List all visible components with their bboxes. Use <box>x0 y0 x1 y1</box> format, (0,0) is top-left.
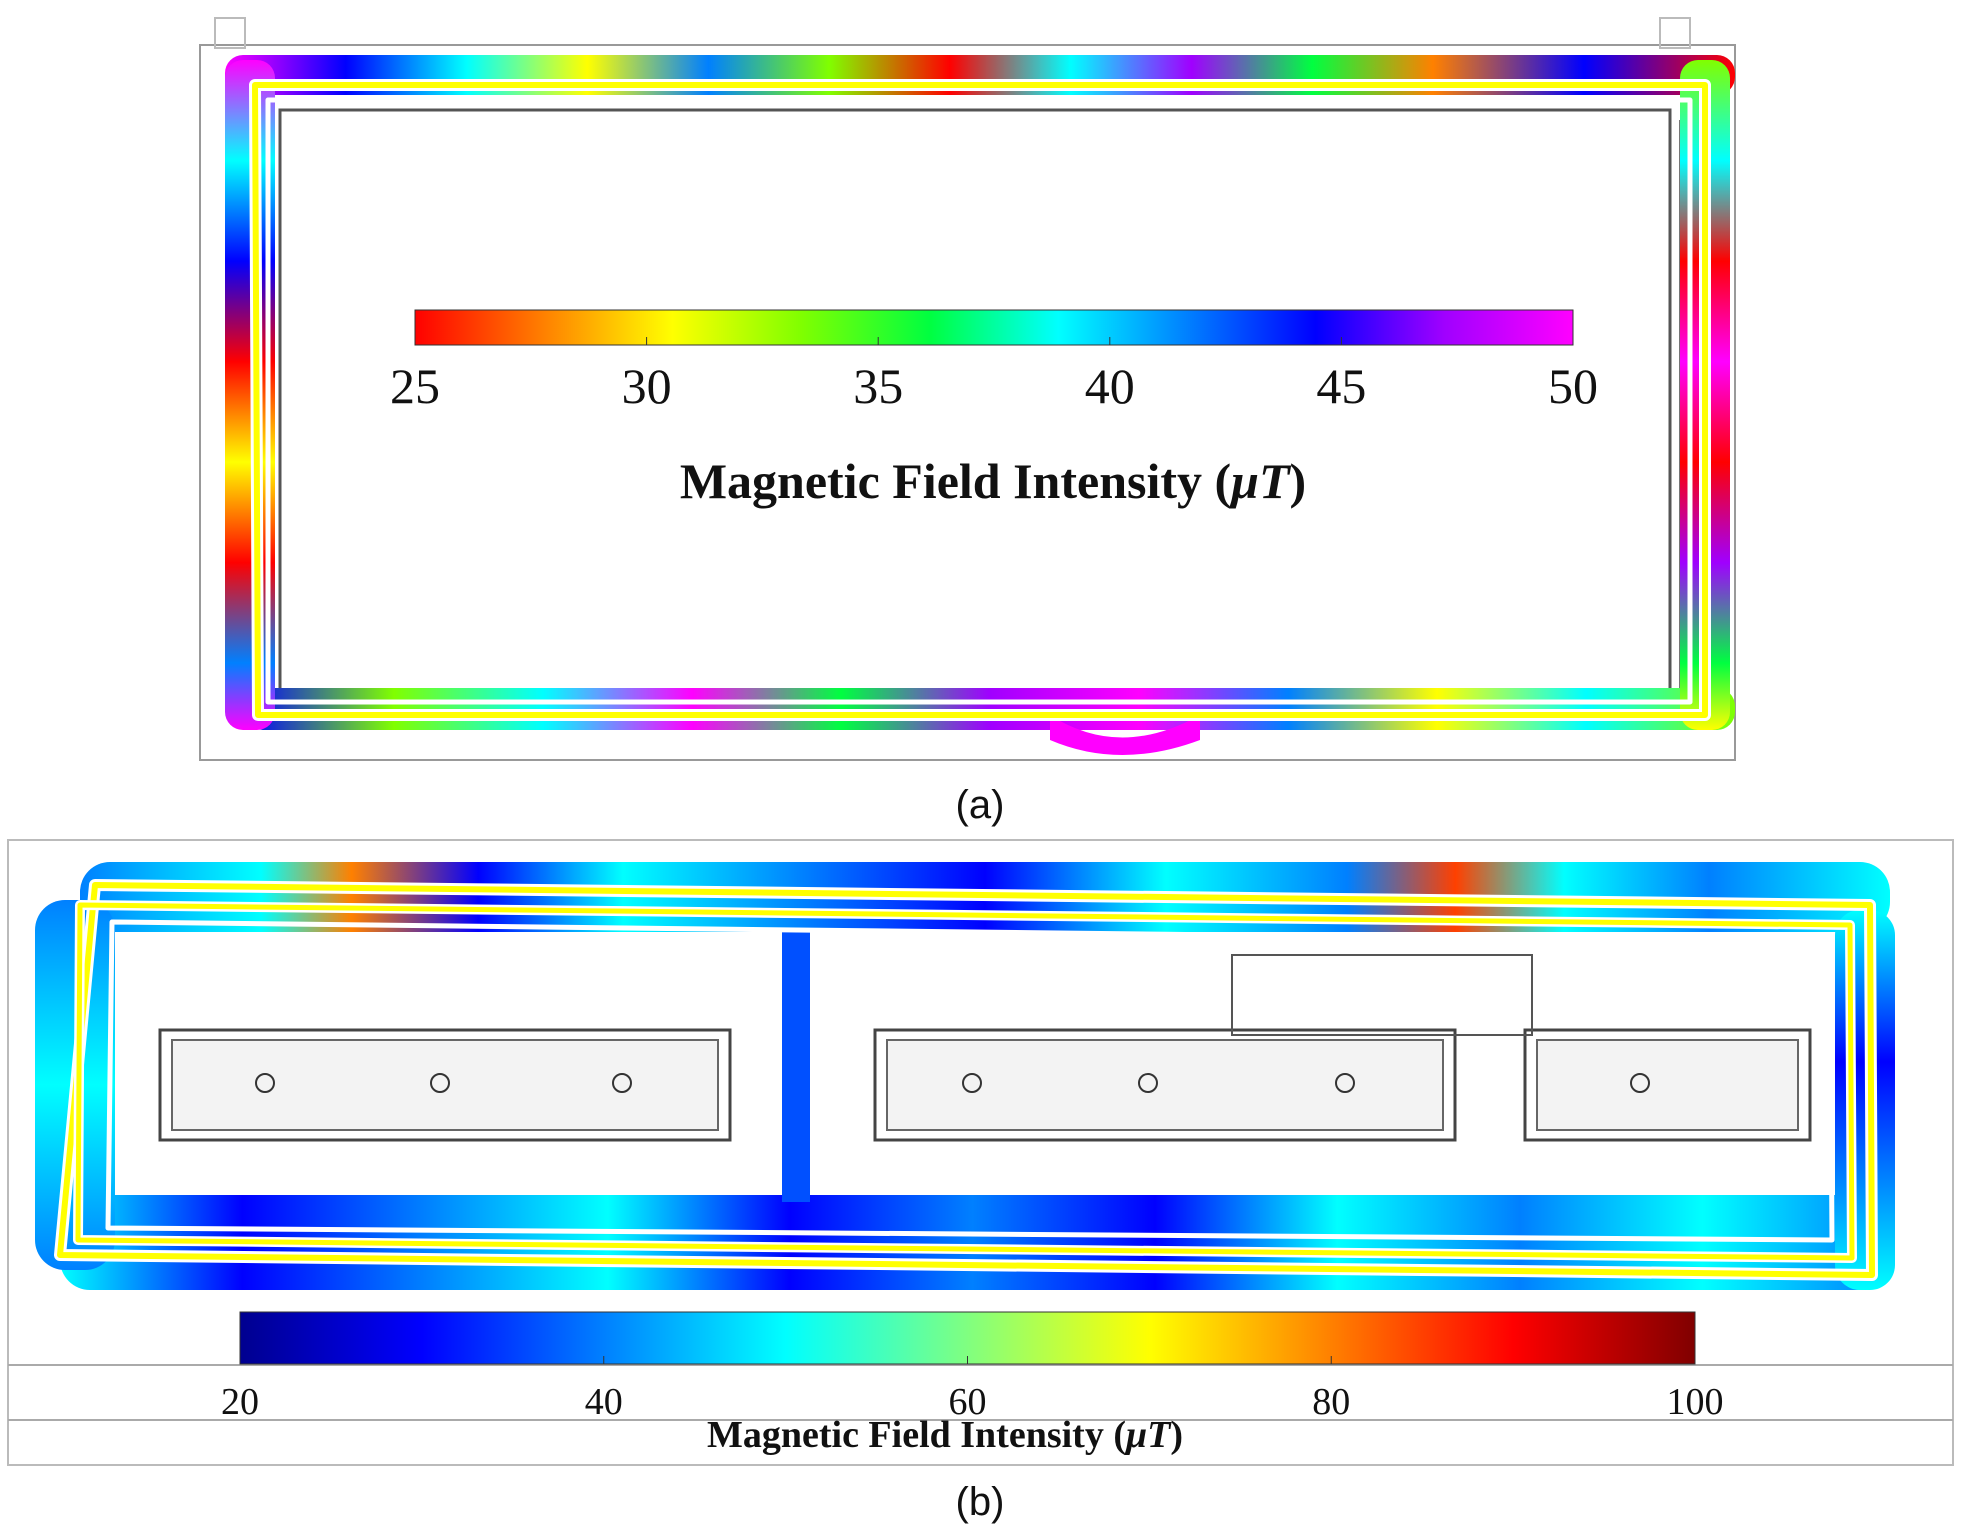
colorbar-tick-label: 60 <box>949 1381 987 1423</box>
colorbar-b-ticks: 20 40 60 80 100 <box>221 1356 1724 1423</box>
colorbar-tick-label: 100 <box>1667 1381 1724 1423</box>
colorbar-b-gradient <box>239 1311 1696 1365</box>
colorbar-tick-label: 50 <box>1548 358 1598 414</box>
survey-path-a <box>249 79 1711 721</box>
magnetic-path-band-a <box>225 55 1735 755</box>
panel-b: 20 40 60 80 100 Magnetic Field Intensity (μT… <box>7 839 1954 1524</box>
colorbar-tick-label: 45 <box>1316 358 1366 414</box>
colorbar-tick-label: 25 <box>390 358 440 414</box>
colorbar-b: 20 40 60 80 100 Magnetic Field Intensity (μT… <box>221 1311 1724 1456</box>
colorbar-a: 25 30 35 40 45 50 Magnetic Field Intensity (μ… <box>390 309 1598 509</box>
colorbar-a-gradient <box>414 309 1574 346</box>
colorbar-tick-label: 80 <box>1312 1381 1350 1423</box>
colorbar-tick-label: 20 <box>221 1381 259 1423</box>
floor-plan-b <box>7 839 1954 1466</box>
colorbar-tick-label: 40 <box>1085 358 1135 414</box>
panel-a: 25 30 35 40 45 50 Magnetic Field Intensity (μ… <box>199 17 1736 827</box>
colorbar-b-title: Magnetic Field Intensity (μT) <box>707 1414 1183 1456</box>
panel-a-caption: (a) <box>956 783 1005 827</box>
colorbar-tick-label: 35 <box>853 358 903 414</box>
colorbar-tick-label: 30 <box>622 358 672 414</box>
colorbar-a-ticks: 25 30 35 40 45 50 <box>390 337 1598 414</box>
panel-b-caption: (b) <box>956 1480 1005 1524</box>
colorbar-a-title: Magnetic Field Intensity (μT) <box>680 453 1306 509</box>
survey-path-b <box>54 879 1878 1281</box>
colorbar-tick-label: 40 <box>585 1381 623 1423</box>
